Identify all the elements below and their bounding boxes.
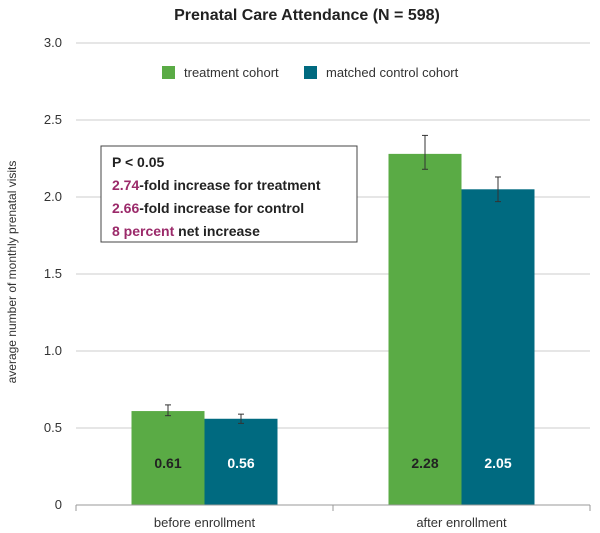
y-tick-label: 1.5 xyxy=(44,266,62,281)
annotation-text: -fold increase for treatment xyxy=(139,177,321,193)
x-tick-label: before enrollment xyxy=(154,515,256,530)
bar-value-label: 0.56 xyxy=(227,455,254,471)
x-tick-label: after enrollment xyxy=(416,515,507,530)
annotation-frame xyxy=(100,145,358,243)
annotation-highlight: 8 percent xyxy=(112,223,175,239)
annotation-line: 8 percent net increase xyxy=(112,223,260,239)
y-tick-label: 0 xyxy=(55,497,62,512)
y-tick-label: 2.0 xyxy=(44,189,62,204)
y-tick-label: 1.0 xyxy=(44,343,62,358)
bar-value-label: 2.05 xyxy=(484,455,511,471)
y-axis-label: average number of monthly prenatal visit… xyxy=(5,161,19,384)
bars xyxy=(131,153,535,506)
bar xyxy=(204,418,278,505)
bar xyxy=(461,189,535,506)
legend: treatment cohort matched control cohort xyxy=(162,65,459,80)
annotation-line: 2.66-fold increase for control xyxy=(112,200,304,216)
y-tick-label: 2.5 xyxy=(44,112,62,127)
annotation-text: -fold increase for control xyxy=(139,200,304,216)
y-tick-label: 3.0 xyxy=(44,35,62,50)
bar-value-label: 2.28 xyxy=(411,455,438,471)
annotation-highlight: 2.74 xyxy=(112,177,139,193)
legend-label: matched control cohort xyxy=(326,65,459,80)
annotation-text: net increase xyxy=(174,223,260,239)
x-axis: before enrollment after enrollment xyxy=(75,504,591,530)
bar-value-label: 0.61 xyxy=(154,455,181,471)
y-axis-ticks: 0 0.5 1.0 1.5 2.0 2.5 3.0 xyxy=(44,35,62,512)
annotation-line: P < 0.05 xyxy=(112,154,165,170)
legend-swatch xyxy=(162,66,175,79)
annotation-box: P < 0.05 2.74-fold increase for treatment… xyxy=(100,145,358,243)
bar xyxy=(388,153,462,505)
annotation-line: 2.74-fold increase for treatment xyxy=(112,177,321,193)
annotation-highlight: 2.66 xyxy=(112,200,139,216)
legend-swatch xyxy=(304,66,317,79)
annotation-text: P < 0.05 xyxy=(112,154,165,170)
error-bars xyxy=(165,134,501,424)
value-labels: 0.61 0.56 2.28 2.05 xyxy=(154,455,511,471)
legend-label: treatment cohort xyxy=(184,65,279,80)
y-tick-label: 0.5 xyxy=(44,420,62,435)
bar xyxy=(131,411,205,505)
chart-title: Prenatal Care Attendance (N = 598) xyxy=(174,7,440,24)
